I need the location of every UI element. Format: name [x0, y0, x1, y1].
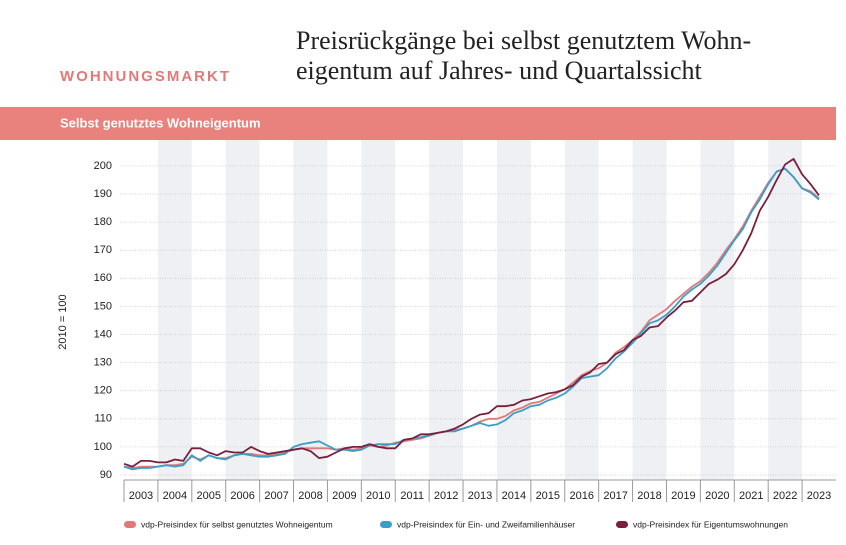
x-tick-label: 2019	[671, 490, 695, 502]
x-tick-label: 2021	[739, 490, 763, 502]
y-tick-label: 190	[94, 188, 112, 200]
y-tick-label: 200	[94, 160, 112, 172]
x-tick-label: 2023	[807, 490, 831, 502]
x-tick-label: 2015	[536, 490, 560, 502]
x-tick-label: 2013	[468, 490, 492, 502]
y-tick-label: 100	[94, 441, 112, 453]
year-band	[632, 140, 667, 480]
x-tick-label: 2014	[502, 490, 526, 502]
series-line	[123, 158, 820, 468]
legend-swatch	[616, 521, 628, 528]
year-band	[293, 140, 328, 480]
y-tick-label: 130	[94, 357, 112, 369]
y-tick-label: 150	[94, 300, 112, 312]
y-tick-label: 160	[94, 272, 112, 284]
y-tick-label: 120	[94, 385, 112, 397]
chart-title: eigentum auf Jahres- und Quartalssicht	[296, 56, 703, 85]
chart-title: Preisrückgänge bei selbst genutztem Wohn…	[296, 26, 751, 55]
y-tick-label: 140	[94, 328, 112, 340]
legend-swatch	[124, 521, 136, 528]
x-tick-label: 2004	[163, 490, 187, 502]
y-tick-label: 110	[94, 413, 112, 425]
x-tick-label: 2007	[264, 490, 288, 502]
legend-label: vdp-Preisindex für Ein- und Zweifamilien…	[397, 519, 575, 529]
y-tick-label: 90	[100, 469, 112, 481]
year-band	[768, 140, 803, 480]
x-tick-label: 2018	[637, 490, 661, 502]
y-tick-label: 180	[94, 216, 112, 228]
x-tick-label: 2009	[332, 490, 356, 502]
x-tick-label: 2003	[129, 490, 153, 502]
x-tick-label: 2010	[366, 490, 390, 502]
series-line	[123, 167, 820, 471]
x-tick-label: 2011	[400, 490, 424, 502]
legend-swatch	[380, 521, 392, 528]
year-band	[496, 140, 531, 480]
x-tick-label: 2012	[434, 490, 458, 502]
y-tick-label: 170	[94, 244, 112, 256]
year-band	[157, 140, 192, 480]
legend-label: vdp-Preisindex für selbst genutztes Wohn…	[141, 519, 333, 529]
year-band	[429, 140, 464, 480]
y-axis-label: 2010 = 100	[57, 294, 69, 349]
year-band	[361, 140, 396, 480]
x-tick-label: 2006	[230, 490, 254, 502]
x-tick-label: 2022	[773, 490, 797, 502]
x-tick-label: 2005	[197, 490, 221, 502]
subtitle: Selbst genutztes Wohneigentum	[60, 115, 261, 130]
x-tick-label: 2016	[569, 490, 593, 502]
kicker: WOHNUNGSMARKT	[60, 68, 231, 85]
year-band	[225, 140, 260, 480]
x-tick-label: 2017	[603, 490, 627, 502]
subtitle-band	[0, 107, 836, 140]
legend-label: vdp-Preisindex für Eigentumswohnungen	[633, 519, 788, 529]
year-band	[564, 140, 599, 480]
year-band	[700, 140, 735, 480]
x-tick-label: 2008	[298, 490, 322, 502]
x-tick-label: 2020	[705, 490, 729, 502]
